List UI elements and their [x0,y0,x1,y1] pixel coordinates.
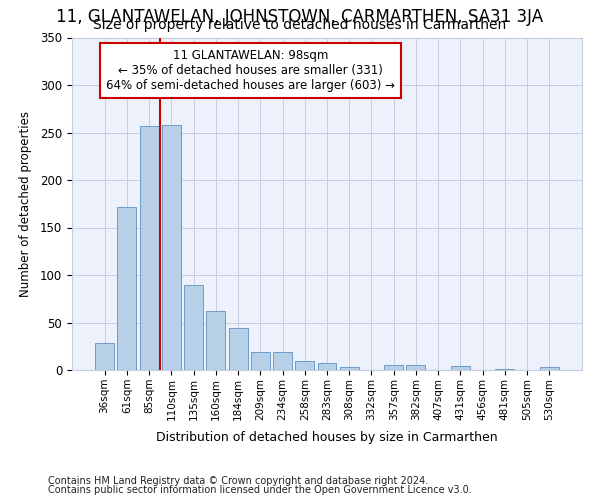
Bar [451,366,470,370]
X-axis label: Distribution of detached houses by size in Carmarthen: Distribution of detached houses by size … [156,431,498,444]
Y-axis label: Number of detached properties: Number of detached properties [19,111,32,296]
Text: 11 GLANTAWELAN: 98sqm
← 35% of detached houses are smaller (331)
64% of semi-det: 11 GLANTAWELAN: 98sqm ← 35% of detached … [106,49,395,92]
Bar [162,125,181,370]
Bar [229,328,248,370]
Bar [140,126,158,370]
Text: 11, GLANTAWELAN, JOHNSTOWN, CARMARTHEN, SA31 3JA: 11, GLANTAWELAN, JOHNSTOWN, CARMARTHEN, … [56,8,544,26]
Bar [340,367,359,370]
Bar [384,365,403,370]
Bar [496,369,514,370]
Bar [206,311,225,370]
Text: Contains public sector information licensed under the Open Government Licence v3: Contains public sector information licen… [48,485,472,495]
Bar [118,206,136,370]
Bar [295,360,314,370]
Bar [273,352,292,370]
Bar [184,286,203,370]
Bar [406,365,425,370]
Bar [95,344,114,370]
Bar [317,364,337,370]
Bar [251,352,270,370]
Text: Contains HM Land Registry data © Crown copyright and database right 2024.: Contains HM Land Registry data © Crown c… [48,476,428,486]
Bar [540,367,559,370]
Text: Size of property relative to detached houses in Carmarthen: Size of property relative to detached ho… [94,18,506,32]
